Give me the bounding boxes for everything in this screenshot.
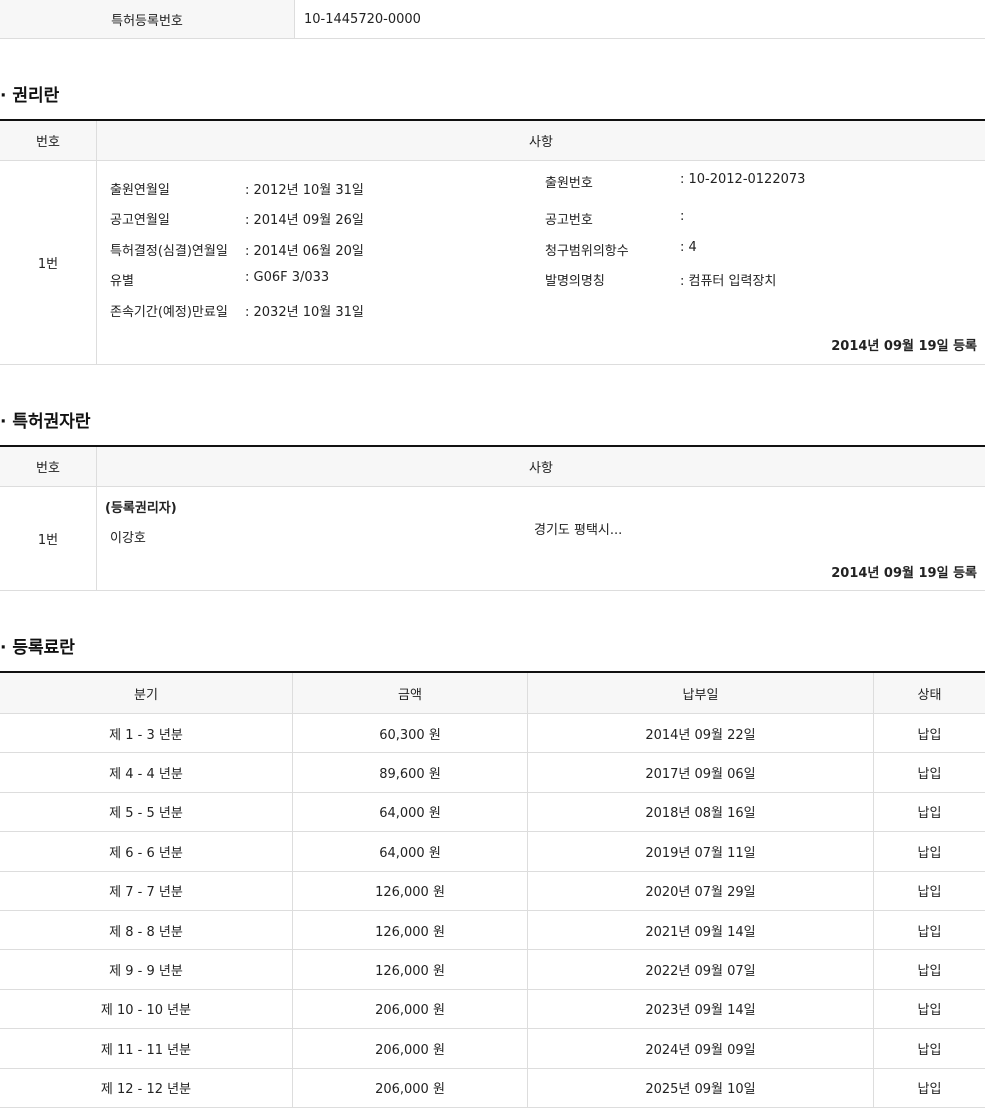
fee-status: 납입 bbox=[917, 1003, 942, 1019]
col-period: 분기 bbox=[0, 673, 293, 713]
rights-registered-date: 2014년 09월 19일 등록 bbox=[831, 339, 977, 354]
header-item: 사항 bbox=[529, 461, 553, 476]
fee-status: 납입 bbox=[917, 1042, 942, 1058]
field-value: : 2012년 10월 31일 bbox=[245, 183, 364, 198]
fees-section-title: · 등록료란 bbox=[0, 638, 75, 658]
fee-period: 제 9 - 9 년분 bbox=[0, 950, 293, 989]
fee-period: 제 11 - 11 년분 bbox=[0, 1029, 293, 1068]
fee-period: 제 12 - 12 년분 bbox=[0, 1068, 293, 1107]
holders-section-title: · 특허권자란 bbox=[0, 412, 91, 432]
field-label: 유별 bbox=[110, 274, 134, 289]
fee-amount: 64,000 원 bbox=[293, 792, 528, 832]
fee-row: 제 10 - 10 년분 206,000 원 2023년 09월 14일 납입 bbox=[0, 989, 985, 1030]
registration-number-label: 특허등록번호 bbox=[0, 0, 295, 38]
fee-row: 제 11 - 11 년분 206,000 원 2024년 09월 09일 납입 bbox=[0, 1029, 985, 1069]
fee-paid-date: 2022년 09월 07일 bbox=[528, 950, 874, 989]
fee-amount: 206,000 원 bbox=[293, 1068, 528, 1107]
fee-paid-date: 2017년 09월 06일 bbox=[528, 753, 874, 792]
fee-status: 납입 bbox=[917, 964, 942, 980]
fee-status: 납입 bbox=[917, 806, 942, 822]
field-label: 발명의명칭 bbox=[545, 274, 605, 289]
fee-amount: 89,600 원 bbox=[293, 753, 528, 792]
fee-status: 납입 bbox=[917, 845, 942, 861]
rights-table: 번호 사항 1번 출원연월일: 2012년 10월 31일 공고연월일: 2014… bbox=[0, 119, 985, 365]
fee-status: 납입 bbox=[917, 727, 942, 743]
field-value: : 2032년 10월 31일 bbox=[245, 305, 364, 320]
holder-role: (등록권리자) bbox=[105, 501, 177, 516]
fee-period: 제 7 - 7 년분 bbox=[0, 871, 293, 910]
field-value: : 10-2012-0122073 bbox=[680, 172, 806, 187]
holder-registered-date: 2014년 09월 19일 등록 bbox=[831, 566, 977, 581]
fee-amount: 60,300 원 bbox=[293, 714, 528, 753]
fee-amount: 126,000 원 bbox=[293, 871, 528, 910]
field-value: : 컴퓨터 입력장치 bbox=[680, 274, 777, 289]
fee-paid-date: 2024년 09월 09일 bbox=[528, 1029, 874, 1068]
rights-row: 1번 출원연월일: 2012년 10월 31일 공고연월일: 2014년 09월 … bbox=[0, 161, 985, 365]
fee-paid-date: 2018년 08월 16일 bbox=[528, 792, 874, 832]
fee-paid-date: 2025년 09월 10일 bbox=[528, 1068, 874, 1107]
field-label: 존속기간(예정)만료일 bbox=[110, 305, 228, 320]
fee-paid-date: 2014년 09월 22일 bbox=[528, 714, 874, 753]
fee-amount: 206,000 원 bbox=[293, 989, 528, 1029]
fee-period: 제 1 - 3 년분 bbox=[0, 714, 293, 753]
fee-amount: 126,000 원 bbox=[293, 950, 528, 989]
holder-row: 1번 (등록권리자) 이강호 경기도 평택시... 2014년 09월 19일 … bbox=[0, 487, 985, 591]
field-value: : 2014년 09월 26일 bbox=[245, 213, 364, 228]
fee-status: 납입 bbox=[917, 924, 942, 940]
fee-period: 제 6 - 6 년분 bbox=[0, 832, 293, 871]
fee-row: 제 9 - 9 년분 126,000 원 2022년 09월 07일 납입 bbox=[0, 950, 985, 990]
field-label: 출원연월일 bbox=[110, 183, 170, 198]
fee-row: 제 4 - 4 년분 89,600 원 2017년 09월 06일 납입 bbox=[0, 753, 985, 793]
col-paid-date: 납부일 bbox=[528, 673, 874, 713]
col-status: 상태 bbox=[917, 687, 942, 703]
fee-row: 제 7 - 7 년분 126,000 원 2020년 07월 29일 납입 bbox=[0, 871, 985, 911]
field-value: : G06F 3/033 bbox=[245, 270, 330, 285]
fee-status: 납입 bbox=[917, 1082, 942, 1098]
fees-table: 분기 금액 납부일 상태 제 1 - 3 년분 60,300 원 2014년 09월… bbox=[0, 671, 985, 1108]
fee-paid-date: 2021년 09월 14일 bbox=[528, 910, 874, 950]
registration-number-value: 10-1445720-0000 bbox=[304, 11, 421, 27]
holder-name: 이강호 bbox=[110, 531, 146, 546]
fee-amount: 64,000 원 bbox=[293, 832, 528, 871]
field-label: 특허결정(심결)연월일 bbox=[110, 244, 228, 259]
fee-period: 제 5 - 5 년분 bbox=[0, 792, 293, 832]
fee-period: 제 10 - 10 년분 bbox=[0, 989, 293, 1029]
col-amount: 금액 bbox=[293, 673, 528, 713]
field-value: : 4 bbox=[680, 240, 697, 255]
holders-table: 번호 사항 1번 (등록권리자) 이강호 경기도 평택시... 2014년 09… bbox=[0, 445, 985, 591]
fee-status: 납입 bbox=[917, 885, 942, 901]
field-value: : 2014년 06월 20일 bbox=[245, 244, 364, 259]
field-value: : bbox=[680, 209, 685, 224]
row-no: 1번 bbox=[0, 161, 97, 364]
fee-amount: 126,000 원 bbox=[293, 910, 528, 950]
header-no: 번호 bbox=[0, 121, 97, 160]
fee-period: 제 4 - 4 년분 bbox=[0, 753, 293, 792]
fee-row: 제 1 - 3 년분 60,300 원 2014년 09월 22일 납입 bbox=[0, 714, 985, 754]
fee-row: 제 5 - 5 년분 64,000 원 2018년 08월 16일 납입 bbox=[0, 792, 985, 833]
fee-status: 납입 bbox=[917, 767, 942, 783]
field-label: 출원번호 bbox=[545, 176, 593, 191]
fee-row: 제 8 - 8 년분 126,000 원 2021년 09월 14일 납입 bbox=[0, 910, 985, 951]
row-no: 1번 bbox=[0, 487, 97, 590]
fee-paid-date: 2020년 07월 29일 bbox=[528, 871, 874, 910]
header-item: 사항 bbox=[529, 135, 553, 150]
fee-paid-date: 2023년 09월 14일 bbox=[528, 989, 874, 1029]
registration-number-row: 특허등록번호 10-1445720-0000 bbox=[0, 0, 985, 39]
field-label: 청구범위의항수 bbox=[545, 244, 629, 259]
rights-section-title: · 권리란 bbox=[0, 86, 60, 106]
field-label: 공고연월일 bbox=[110, 213, 170, 228]
field-label: 공고번호 bbox=[545, 213, 593, 228]
fee-amount: 206,000 원 bbox=[293, 1029, 528, 1068]
fee-paid-date: 2019년 07월 11일 bbox=[528, 832, 874, 871]
holder-address: 경기도 평택시... bbox=[534, 523, 623, 538]
fee-period: 제 8 - 8 년분 bbox=[0, 910, 293, 950]
fee-row: 제 6 - 6 년분 64,000 원 2019년 07월 11일 납입 bbox=[0, 832, 985, 872]
header-no: 번호 bbox=[0, 447, 97, 486]
